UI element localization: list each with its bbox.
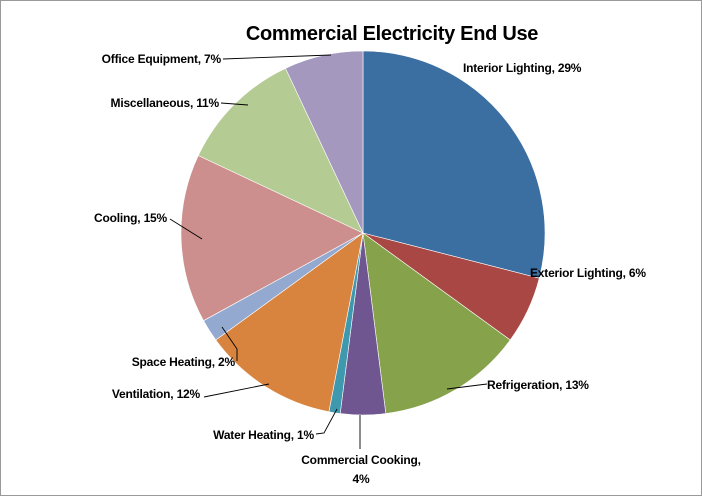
leader-line-water-heating [315,408,338,435]
pie-slice-ventilation [215,232,364,413]
leader-line-miscellaneous [220,102,249,106]
leader-line-refrigeration [446,383,488,390]
data-label-exterior-lighting: Exterior Lighting, 6% [530,266,646,280]
data-label-commercial-cooking: Commercial Cooking, 4% [301,453,421,486]
data-label-office-equipment: Office Equipment, 7% [102,52,222,66]
pie-slices [180,50,546,416]
leader-line-office-equipment [222,54,332,60]
pie-slice-interior-lighting [362,50,546,279]
data-label-miscellaneous: Miscellaneous, 11% [111,96,220,110]
leader-lines [169,54,488,449]
leader-line-space-heating [221,326,238,361]
slice-labels: Interior Lighting, 29% Exterior Lighting,… [94,52,646,486]
pie-slice-refrigeration [362,232,511,414]
chart-title: Commercial Electricity End Use [246,23,538,45]
pie-slice-cooling [180,155,364,322]
data-label-space-heating: Space Heating, 2% [132,355,236,369]
data-label-ventilation: Ventilation, 12% [112,387,201,401]
data-label-refrigeration: Refrigeration, 13% [487,378,589,392]
leader-line-ventilation [203,383,270,398]
leader-line-cooling [169,218,203,240]
data-label-cooling: Cooling, 15% [94,211,167,225]
data-label-water-heating: Water Heating, 1% [213,428,314,442]
data-label-interior-lighting: Interior Lighting, 29% [463,61,582,75]
